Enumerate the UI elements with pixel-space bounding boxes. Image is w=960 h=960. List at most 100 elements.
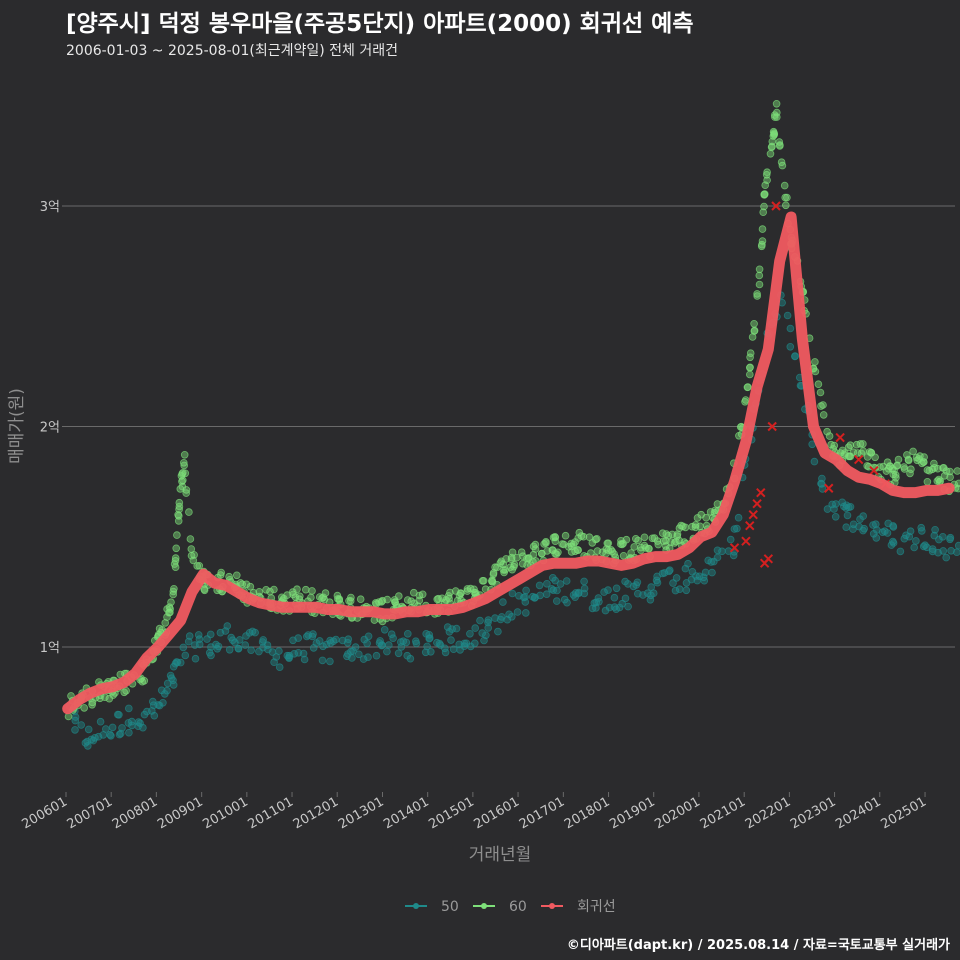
point-50 [359, 655, 368, 663]
point-50 [191, 654, 200, 663]
point-50 [185, 632, 194, 640]
point-60 [883, 458, 892, 467]
point-50 [234, 644, 243, 653]
point-50 [449, 645, 458, 653]
cancelled-marker [853, 454, 864, 465]
point-60 [816, 388, 825, 397]
point-60 [180, 450, 189, 459]
point-60 [561, 531, 570, 540]
point-60 [321, 589, 330, 597]
series-50-points [65, 291, 960, 750]
point-50 [552, 597, 561, 605]
point-50 [184, 637, 193, 646]
point-60 [759, 208, 767, 217]
point-50 [708, 568, 716, 577]
point-50 [542, 590, 551, 598]
point-60 [200, 585, 209, 593]
point-60 [775, 138, 784, 146]
point-50 [521, 609, 530, 617]
point-60 [673, 532, 681, 540]
point-50 [917, 527, 926, 535]
point-50 [810, 457, 819, 466]
point-60 [531, 540, 540, 549]
x-tick-label: 201601 [472, 794, 522, 832]
point-60 [508, 548, 517, 557]
point-50 [235, 636, 244, 644]
point-50 [213, 644, 222, 653]
point-50 [225, 645, 234, 654]
point-50 [96, 717, 105, 726]
point-60 [781, 201, 790, 210]
y-tick-label: 1억 [40, 641, 60, 656]
point-60 [180, 461, 189, 470]
point-50 [223, 622, 232, 630]
point-60 [463, 587, 472, 595]
point-50 [484, 616, 493, 624]
point-50 [632, 581, 640, 589]
point-50 [81, 739, 90, 747]
point-50 [354, 650, 363, 659]
point-60 [925, 466, 934, 475]
point-60 [953, 467, 960, 475]
cancelled-marker [767, 421, 777, 432]
point-50 [460, 639, 469, 648]
point-60 [489, 569, 498, 577]
point-60 [741, 397, 749, 406]
point-60 [181, 469, 190, 478]
point-60 [811, 358, 819, 366]
point-50 [247, 646, 255, 654]
point-60 [120, 688, 128, 697]
point-50 [718, 547, 726, 556]
point-50 [562, 577, 571, 585]
point-60 [169, 590, 178, 599]
point-60 [670, 539, 679, 547]
point-60 [163, 613, 171, 621]
point-60 [293, 585, 301, 593]
x-tick-label: 200901 [155, 794, 205, 832]
point-50 [364, 653, 372, 661]
point-50 [896, 547, 905, 556]
point-50 [595, 597, 603, 606]
point-60 [242, 580, 251, 589]
cancelled-marker [763, 554, 774, 564]
point-50 [791, 352, 799, 360]
cancelled-marker [824, 483, 834, 493]
cancelled-marker [748, 509, 758, 520]
point-60 [766, 150, 775, 158]
point-50 [470, 639, 479, 648]
point-50 [139, 723, 147, 732]
point-50 [445, 627, 454, 636]
point-50 [733, 524, 741, 533]
point-60 [444, 592, 453, 600]
point-50 [499, 598, 507, 606]
point-60 [654, 540, 663, 549]
point-60 [479, 576, 488, 585]
point-60 [923, 477, 932, 486]
point-60 [175, 505, 183, 514]
point-60 [631, 534, 640, 543]
legend-key-dot [481, 903, 487, 909]
point-60 [190, 551, 198, 559]
point-50 [535, 581, 544, 590]
point-50 [312, 639, 321, 647]
point-50 [846, 502, 855, 511]
source-credit: ©디아파트(dapt.kr) / 2025.08.14 / 자료=국토교통부 실… [566, 938, 950, 953]
point-60 [856, 440, 865, 448]
point-60 [291, 593, 300, 601]
point-60 [518, 559, 527, 568]
point-50 [610, 593, 619, 602]
point-50 [205, 648, 214, 657]
point-50 [125, 728, 133, 737]
point-50 [259, 636, 268, 644]
point-50 [665, 566, 674, 574]
point-50 [934, 548, 942, 557]
point-50 [513, 608, 522, 616]
point-50 [536, 591, 544, 600]
point-60 [934, 475, 943, 484]
point-50 [423, 642, 431, 651]
point-50 [692, 572, 700, 580]
point-50 [931, 525, 939, 534]
x-tick-label: 202501 [879, 794, 929, 832]
x-tick-label: 202401 [833, 794, 883, 832]
point-50 [380, 625, 389, 634]
